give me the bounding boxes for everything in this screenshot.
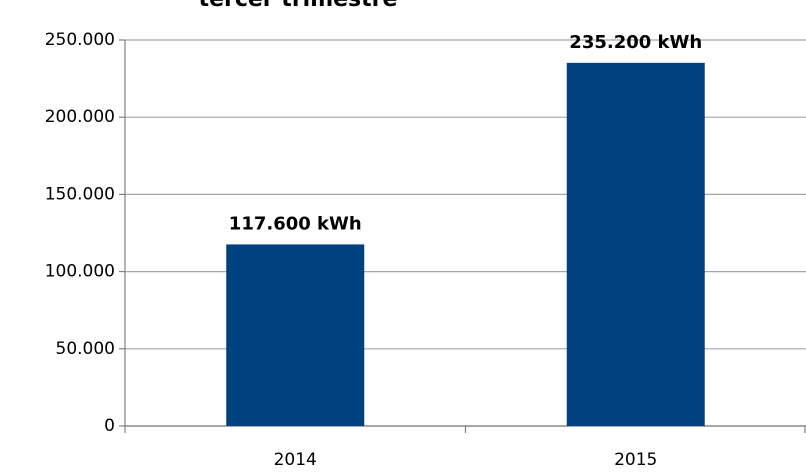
x-tick-label: 2014 <box>274 450 317 470</box>
chart-title: tercer trimestre <box>199 0 398 12</box>
y-tick-label: 150.000 <box>45 184 115 204</box>
data-label: 117.600 kWh <box>229 213 362 234</box>
bar <box>226 244 365 426</box>
y-tick-label: 100.000 <box>45 262 115 282</box>
y-tick-label: 0 <box>104 416 115 436</box>
bar <box>566 62 705 427</box>
y-tick-label: 250.000 <box>45 30 115 50</box>
x-tick-label: 2015 <box>614 450 657 470</box>
y-tick-label: 50.000 <box>56 339 115 359</box>
data-label: 235.200 kWh <box>569 32 702 53</box>
y-tick-label: 200.000 <box>45 107 115 127</box>
